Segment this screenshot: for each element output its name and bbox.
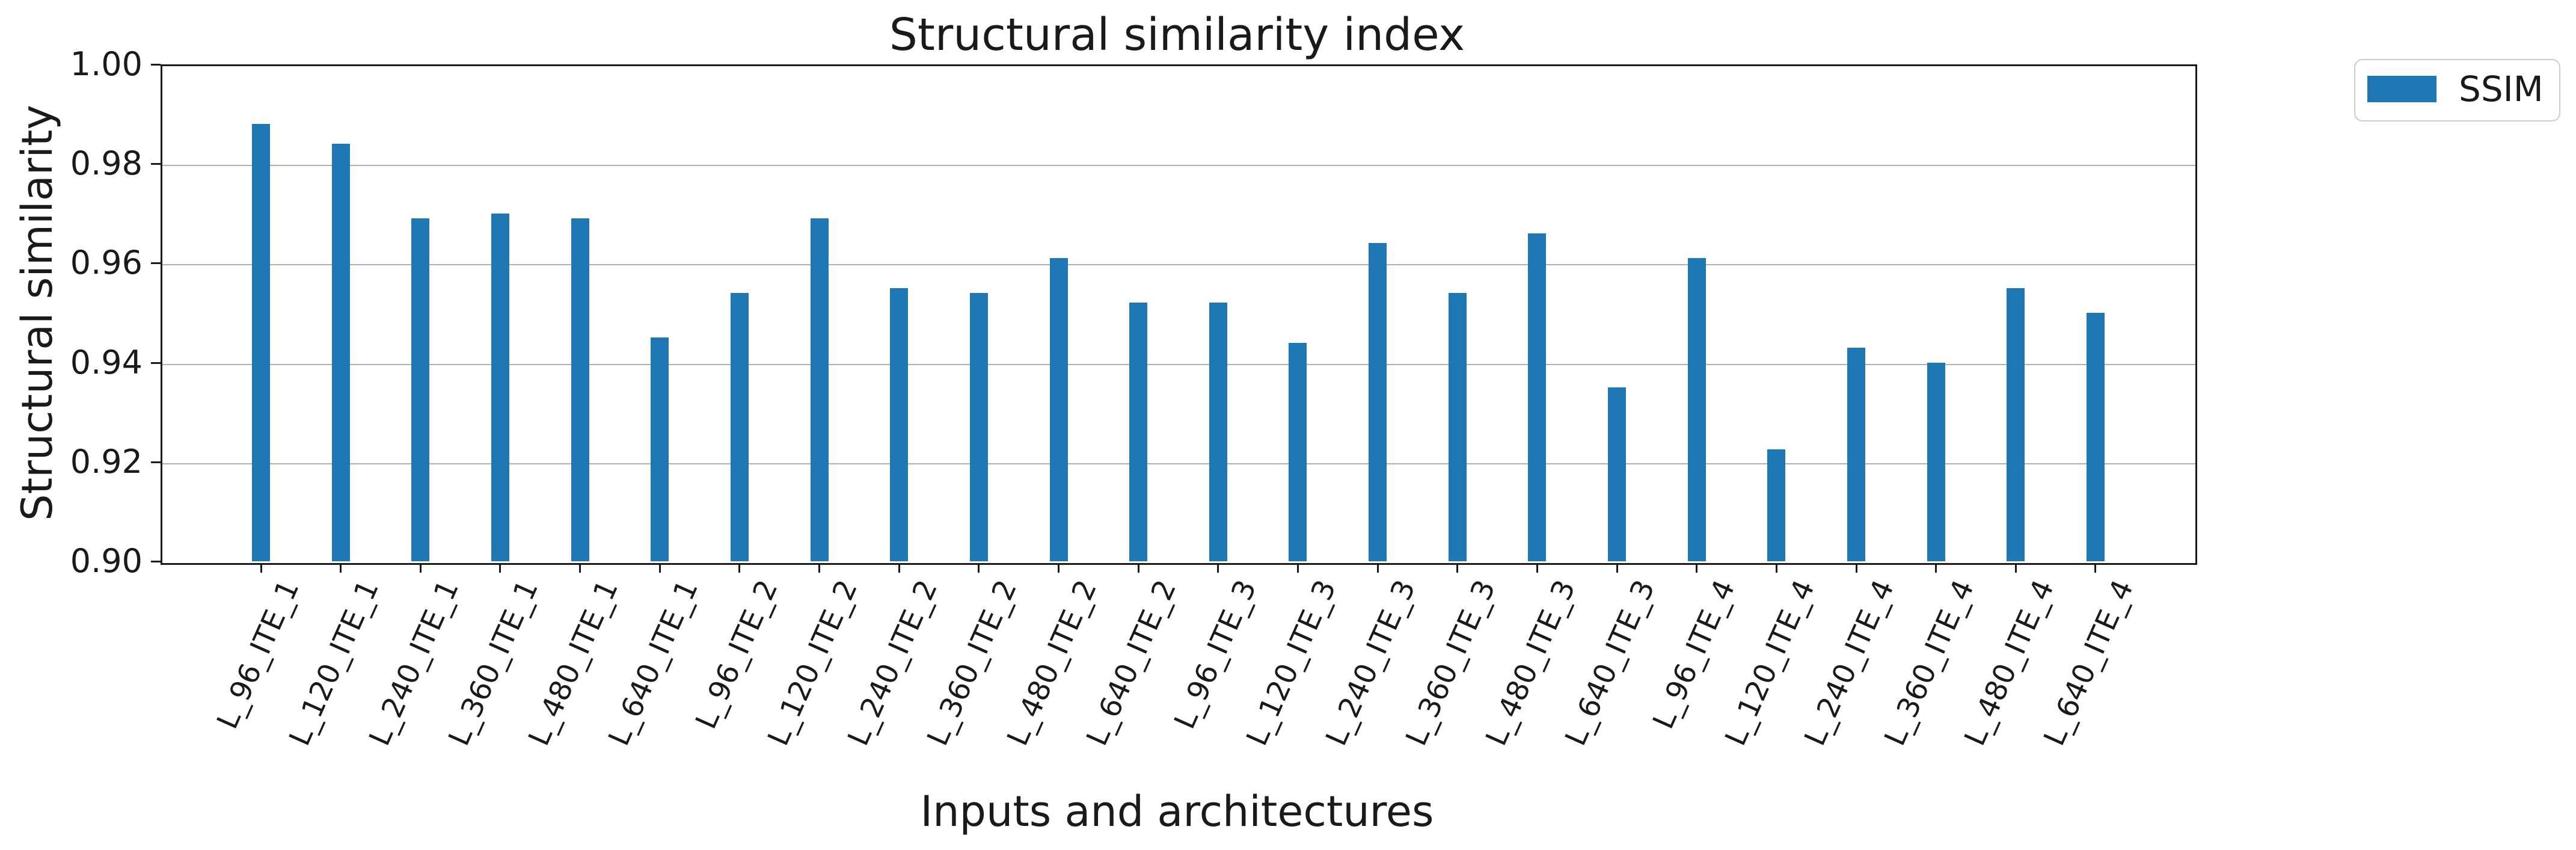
y-tick-label: 0.92: [70, 442, 143, 481]
x-axis-tick: [1696, 563, 1698, 573]
y-tick-label: 0.94: [70, 343, 143, 381]
bar: [1129, 303, 1148, 561]
legend: SSIM: [2354, 59, 2560, 122]
x-axis-tick: [1376, 563, 1379, 573]
x-axis-tick: [1855, 563, 1857, 573]
bar: [331, 144, 350, 561]
x-tick-label: L_96_ITE_2: [688, 574, 785, 734]
bar: [651, 337, 669, 561]
bar: [969, 292, 988, 561]
x-axis-tick: [2094, 563, 2097, 573]
y-axis-tick: [151, 163, 161, 165]
bar: [1687, 258, 1706, 561]
x-axis-tick: [1296, 563, 1299, 573]
bar: [1289, 342, 1307, 561]
y-gridline: [162, 363, 2195, 365]
x-axis-tick: [1536, 563, 1538, 573]
plot-area: [161, 64, 2197, 565]
bar: [1767, 449, 1786, 561]
y-tick-label: 0.90: [70, 542, 143, 580]
y-axis-tick: [151, 64, 161, 66]
y-axis-tick: [151, 362, 161, 364]
bar: [1608, 387, 1627, 561]
y-gridline: [162, 165, 2195, 167]
y-tick-label: 1.00: [70, 45, 143, 83]
x-axis-tick: [260, 563, 262, 573]
x-axis-tick: [1217, 563, 1219, 573]
x-axis-tick: [738, 563, 741, 573]
bar: [2007, 288, 2025, 561]
y-tick-label: 0.96: [70, 244, 143, 282]
bar: [491, 213, 509, 561]
x-axis-tick: [579, 563, 581, 573]
x-axis-tick: [1775, 563, 1777, 573]
bar: [1049, 258, 1068, 561]
x-axis-tick: [340, 563, 342, 573]
bar: [2086, 313, 2105, 561]
x-axis-tick: [499, 563, 501, 573]
chart-title: Structural similarity index: [889, 9, 1465, 61]
bar: [1209, 303, 1227, 561]
x-axis-tick: [898, 563, 900, 573]
x-tick-label: L_96_ITE_1: [210, 574, 306, 734]
y-axis-tick: [151, 461, 161, 463]
x-axis-tick: [658, 563, 661, 573]
bar: [1847, 347, 1865, 561]
bar: [411, 218, 430, 561]
bar: [1528, 233, 1547, 561]
bar: [252, 124, 270, 561]
legend-color-swatch: [2367, 76, 2436, 102]
bar: [1448, 292, 1467, 561]
x-axis-tick: [1935, 563, 1937, 573]
x-axis-tick: [2014, 563, 2017, 573]
bar: [810, 218, 829, 561]
y-axis-tick: [151, 561, 161, 562]
y-gridline: [162, 264, 2195, 266]
bar: [890, 288, 909, 561]
y-gridline: [162, 463, 2195, 464]
y-axis-tick: [151, 262, 161, 265]
y-tick-label: 0.98: [70, 144, 143, 183]
x-axis-tick: [1616, 563, 1618, 573]
x-tick-label: L_96_ITE_4: [1646, 574, 1742, 734]
x-tick-label: L_96_ITE_3: [1167, 574, 1263, 734]
x-axis-label: Inputs and architectures: [920, 787, 1434, 836]
x-axis-tick: [1058, 563, 1060, 573]
bar: [1369, 243, 1387, 561]
x-axis-tick: [419, 563, 422, 573]
x-axis-tick: [818, 563, 821, 573]
x-axis-tick: [1137, 563, 1139, 573]
legend-series-label: SSIM: [2459, 69, 2544, 109]
bar: [730, 292, 749, 561]
x-axis-tick: [978, 563, 980, 573]
bar: [1927, 362, 1945, 561]
bar: [571, 218, 589, 561]
x-axis-tick: [1456, 563, 1459, 573]
